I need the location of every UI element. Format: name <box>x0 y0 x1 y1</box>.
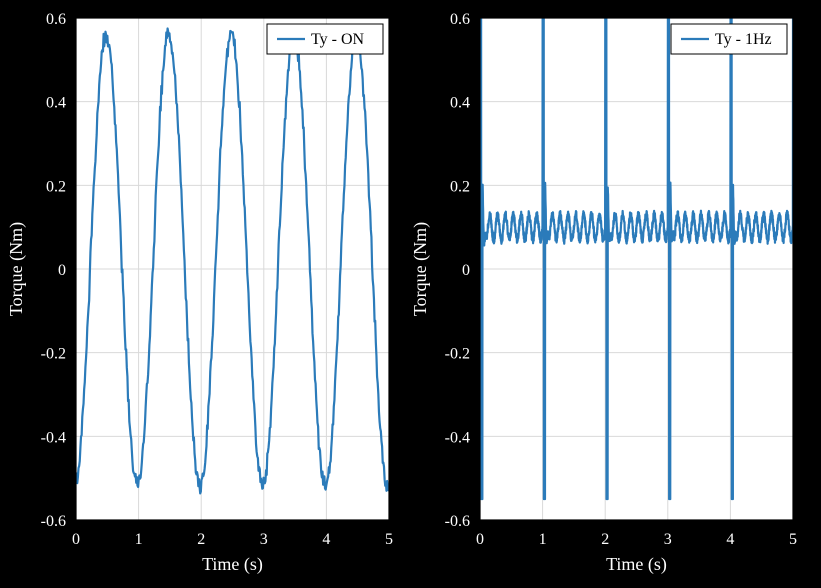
ytick-label: 0.2 <box>450 178 470 195</box>
legend: Ty - 1Hz <box>671 24 787 54</box>
legend: Ty - ON <box>267 24 383 54</box>
ytick-label: -0.6 <box>445 513 470 530</box>
xtick-label: 1 <box>539 531 547 548</box>
ytick-label: -0.2 <box>445 346 470 363</box>
xtick-label: 2 <box>601 531 609 548</box>
ytick-label: 0.2 <box>46 178 66 195</box>
xtick-label: 5 <box>385 531 393 548</box>
ytick-label: 0.6 <box>450 11 470 28</box>
legend-label: Ty - ON <box>311 31 365 48</box>
xtick-label: 2 <box>197 531 205 548</box>
ytick-label: 0 <box>462 262 470 279</box>
figure-svg: 0 1 2 3 4 5 -0.6 -0.4 -0.2 0 0.2 0.4 0.6 Time (s) Torq… <box>0 0 821 588</box>
xlabel: Time (s) <box>606 554 667 575</box>
xtick-label: 0 <box>476 531 484 548</box>
xtick-label: 3 <box>260 531 268 548</box>
ytick-label: 0 <box>58 262 66 279</box>
xtick-label: 4 <box>322 531 330 548</box>
ytick-label: 0.6 <box>46 11 66 28</box>
ytick-label: 0.4 <box>450 95 470 112</box>
ylabel: Torque (Nm) <box>6 222 27 316</box>
figure-root: 0 1 2 3 4 5 -0.6 -0.4 -0.2 0 0.2 0.4 0.6 Time (s) Torq… <box>0 0 821 588</box>
ytick-label: -0.4 <box>41 429 66 446</box>
xtick-label: 0 <box>72 531 80 548</box>
ytick-label: 0.4 <box>46 95 66 112</box>
xtick-label: 1 <box>135 531 143 548</box>
xtick-label: 5 <box>789 531 797 548</box>
ytick-label: -0.2 <box>41 346 66 363</box>
ytick-label: -0.4 <box>445 429 470 446</box>
xlabel: Time (s) <box>202 554 263 575</box>
xtick-label: 3 <box>664 531 672 548</box>
legend-label: Ty - 1Hz <box>715 31 772 48</box>
xtick-label: 4 <box>726 531 734 548</box>
ytick-label: -0.6 <box>41 513 66 530</box>
ylabel: Torque (Nm) <box>410 222 431 316</box>
